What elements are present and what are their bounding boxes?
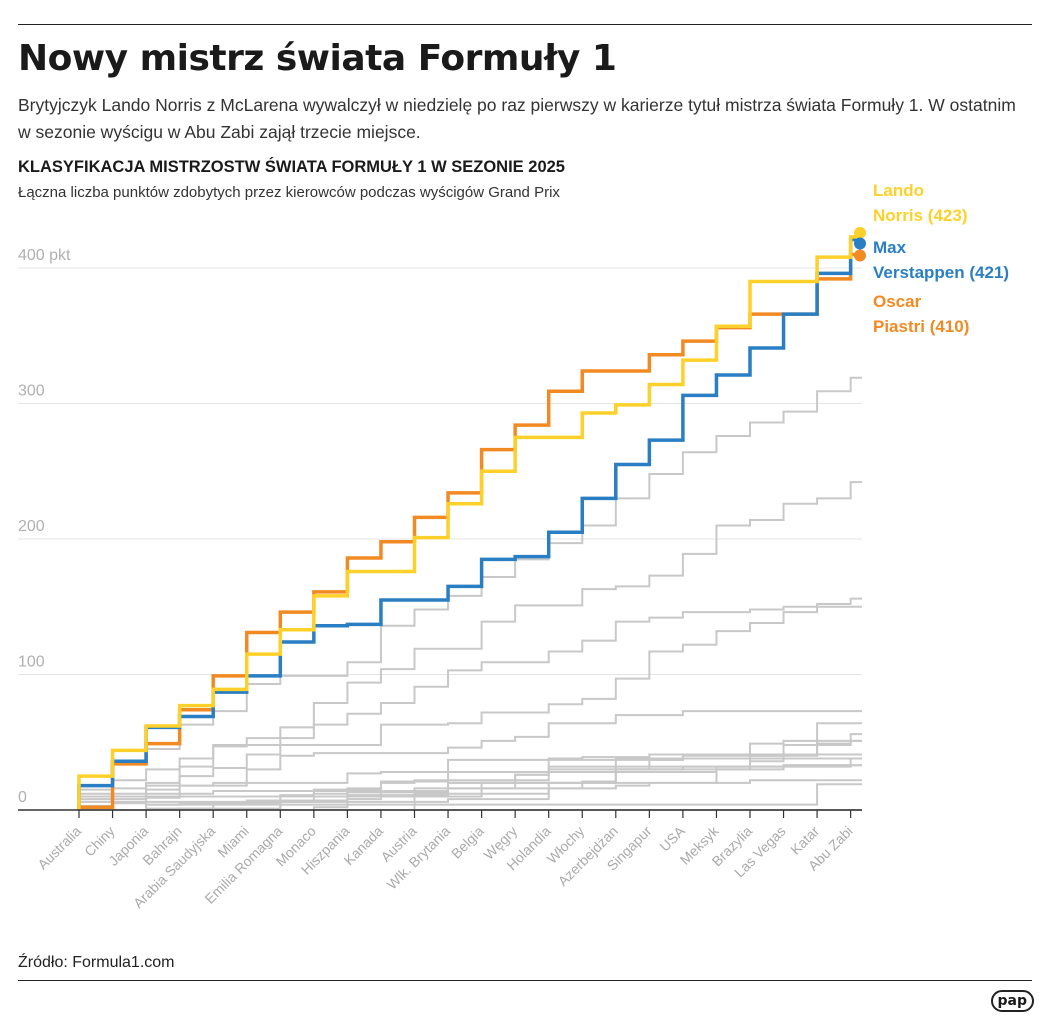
- end-dot: [854, 237, 866, 250]
- lead-text: Brytyjczyk Lando Norris z McLarena wywal…: [18, 95, 1016, 142]
- source-note: Źródło: Formula1.com: [18, 954, 175, 971]
- y-tick-label: 400 pkt: [18, 247, 71, 264]
- series-line-norris: [77, 235, 862, 810]
- series-label: Verstappen (421): [873, 263, 1009, 282]
- other-driver-line: [78, 605, 862, 810]
- series-label: Norris (423): [873, 206, 967, 225]
- x-tick-label: Belgia: [448, 823, 487, 862]
- y-tick-label: 0: [18, 789, 27, 806]
- series-label: Lando: [873, 181, 924, 200]
- x-tick-label: Australia: [34, 823, 84, 873]
- y-tick-label: 200: [18, 518, 45, 535]
- end-dot: [854, 226, 866, 239]
- pap-logo: pap: [990, 990, 1034, 1012]
- bottom-rule: [18, 980, 1032, 981]
- other-driver-line: [78, 597, 862, 810]
- chart-title: KLASYFIKACJA MISTRZOSTW ŚWIATA FORMUŁY 1…: [18, 158, 565, 176]
- series-label: Piastri (410): [873, 317, 969, 336]
- other-driver-line: [78, 376, 862, 810]
- series-label: Oscar: [873, 292, 922, 311]
- y-tick-label: 300: [18, 383, 45, 400]
- other-driver-line: [79, 779, 862, 811]
- other-driver-line: [78, 764, 862, 810]
- page-title: Nowy mistrz świata Formuły 1: [18, 38, 617, 79]
- other-driver-line: [79, 739, 862, 811]
- chart-subtitle: Łączna liczba punktów zdobytych przez ki…: [18, 184, 560, 201]
- other-driver-line: [78, 739, 862, 810]
- series-label: Max: [873, 238, 907, 257]
- y-tick-label: 100: [18, 654, 45, 671]
- series-line-piastri: [77, 252, 862, 810]
- series-line-verstappen: [77, 237, 862, 810]
- top-rule: [18, 24, 1032, 25]
- end-dot: [854, 249, 866, 262]
